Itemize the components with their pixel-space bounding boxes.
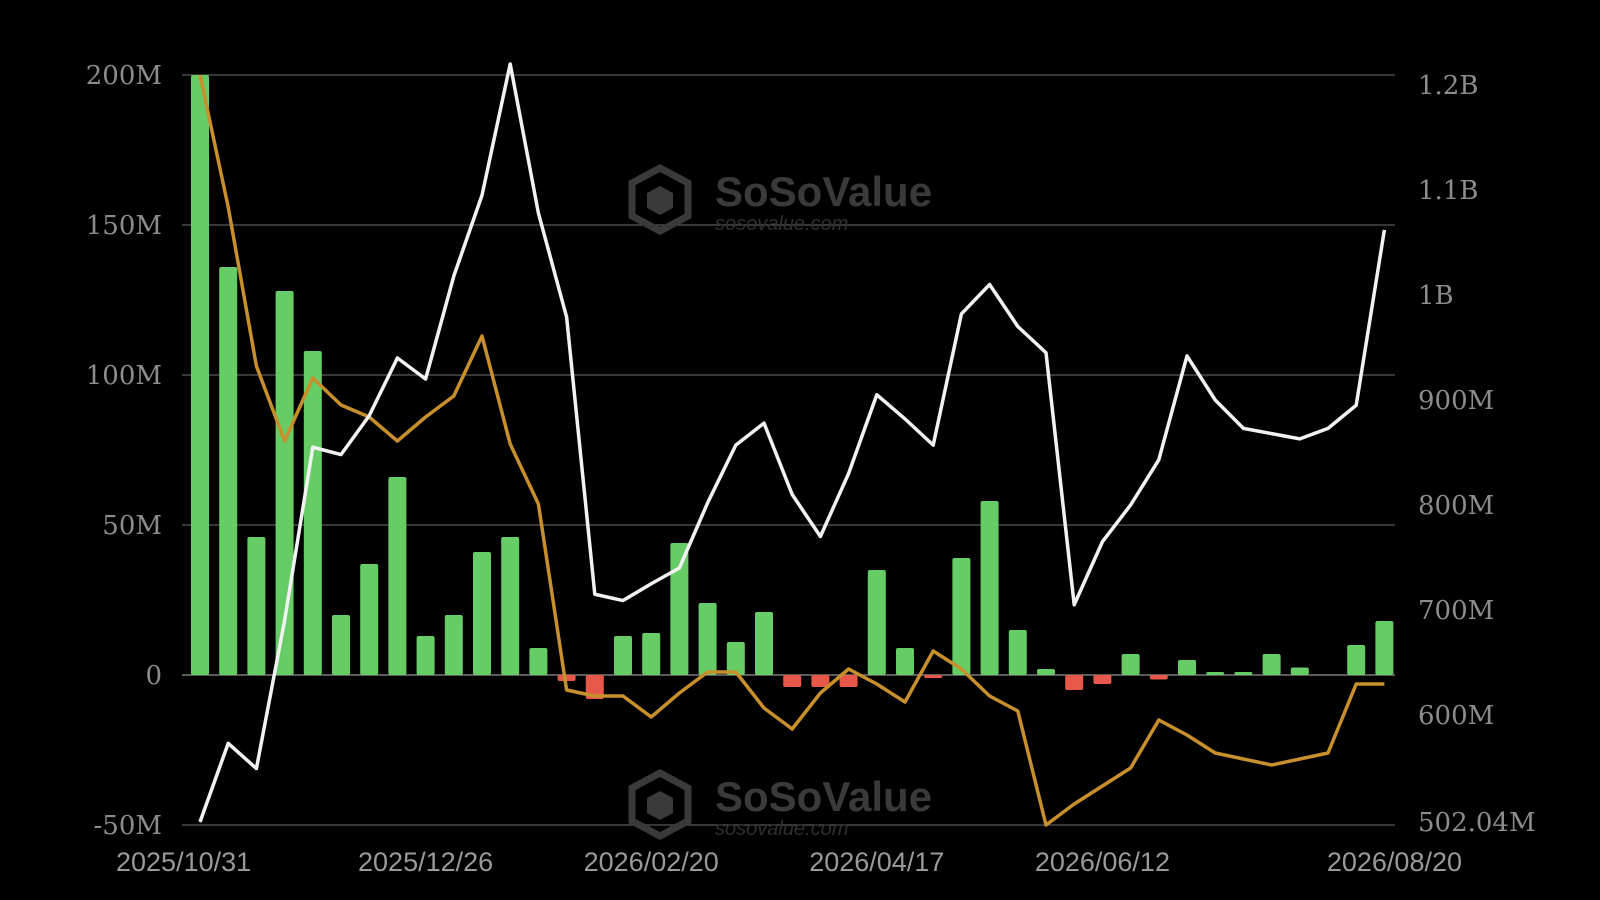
- bar: [670, 543, 689, 675]
- bar: [1347, 645, 1366, 675]
- right-tick-label: 502.04M: [1418, 808, 1536, 838]
- bar: [1206, 672, 1225, 675]
- bar: [332, 615, 350, 675]
- bar: [1149, 675, 1168, 680]
- right-tick-label: 800M: [1418, 491, 1494, 521]
- left-tick-label: 200M: [86, 61, 162, 91]
- watermark-top: SoSoValue sosovalue.com: [628, 164, 932, 235]
- bar: [642, 633, 661, 675]
- watermark-bottom: SoSoValue sosovalue.com: [628, 769, 932, 840]
- white-line: [198, 62, 1387, 823]
- right-axis: 502.04M 600M 700M 800M 900M 1B 1.1B 1.2B: [1418, 71, 1536, 838]
- x-tick-label: 2026/06/12: [1035, 847, 1170, 877]
- left-tick-label: 150M: [86, 211, 162, 241]
- bar: [275, 291, 294, 675]
- bar: [783, 675, 802, 687]
- bar: [1037, 669, 1055, 675]
- gold-line: [198, 74, 1385, 827]
- bar: [247, 537, 266, 675]
- watermark-logo-icon: [628, 769, 692, 840]
- right-tick-label: 1.1B: [1418, 176, 1478, 206]
- right-tick-label: 1B: [1418, 281, 1454, 311]
- bar: [1375, 621, 1394, 675]
- bar: [755, 612, 773, 675]
- watermark-logo-icon: [628, 164, 692, 235]
- bar: [726, 642, 745, 675]
- watermark-brand: SoSoValue: [715, 773, 932, 820]
- bar: [896, 648, 914, 675]
- bar: [839, 675, 858, 687]
- bar: [1262, 654, 1281, 675]
- bar: [444, 615, 463, 675]
- left-tick-label: 100M: [86, 361, 162, 391]
- bar: [980, 501, 999, 675]
- bar: [1065, 675, 1084, 690]
- bar: [529, 648, 548, 675]
- x-tick-label: 2026/08/20: [1327, 847, 1462, 877]
- bar: [416, 636, 435, 675]
- bar: [557, 675, 576, 681]
- x-tick-label: 2026/02/20: [584, 847, 719, 877]
- right-tick-label: 1.2B: [1418, 71, 1478, 101]
- bar: [924, 675, 943, 678]
- bar-series: [191, 75, 1394, 699]
- watermark-url: sosovalue.com: [715, 818, 848, 840]
- bar: [473, 552, 491, 675]
- bar: [614, 636, 632, 675]
- bar: [811, 675, 830, 687]
- bar: [303, 351, 322, 675]
- bar: [1093, 675, 1112, 684]
- bar: [219, 267, 238, 675]
- x-tick-label: 2026/04/17: [809, 847, 944, 877]
- bar: [1178, 660, 1196, 675]
- bar: [1121, 654, 1140, 675]
- bar: [501, 537, 520, 675]
- bar: [360, 564, 379, 675]
- right-tick-label: 700M: [1418, 596, 1494, 626]
- left-axis: -50M 0 50M 100M 150M 200M: [86, 61, 162, 841]
- bar: [1234, 672, 1253, 675]
- grid: [182, 74, 1395, 826]
- right-tick-label: 900M: [1418, 386, 1494, 416]
- watermark-url: sosovalue.com: [715, 213, 848, 235]
- x-tick-label: 2025/10/31: [116, 847, 251, 877]
- x-tick-label: 2025/12/26: [358, 847, 493, 877]
- bar: [1290, 667, 1309, 675]
- line-series: [198, 62, 1387, 827]
- watermark-brand: SoSoValue: [715, 168, 932, 215]
- bar: [867, 570, 886, 675]
- left-tick-label: 0: [145, 661, 162, 691]
- bar: [952, 558, 971, 675]
- bar: [388, 477, 407, 675]
- bar: [191, 75, 209, 675]
- left-tick-label: -50M: [94, 811, 163, 841]
- right-tick-label: 600M: [1418, 701, 1494, 731]
- bar: [698, 603, 717, 675]
- left-tick-label: 50M: [102, 511, 162, 541]
- x-axis: 2025/10/31 2025/12/26 2026/02/20 2026/04/17…: [116, 847, 1462, 877]
- bar: [585, 675, 604, 699]
- bar: [1008, 630, 1027, 675]
